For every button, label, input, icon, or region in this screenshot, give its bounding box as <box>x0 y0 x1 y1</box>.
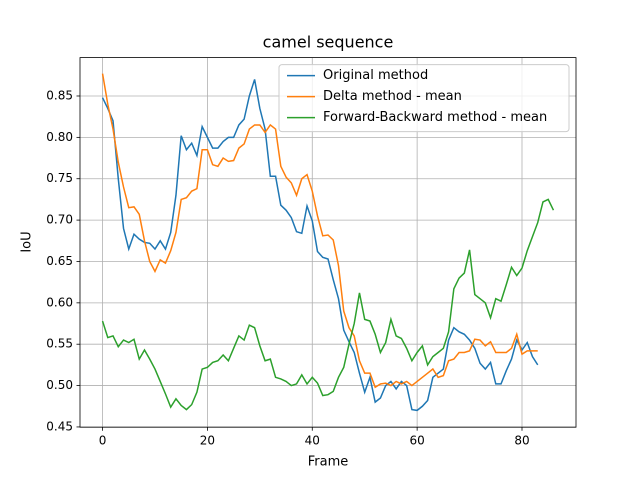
y-axis-label: IoU <box>20 231 35 252</box>
x-tick-label: 40 <box>305 434 320 448</box>
data-line <box>101 73 538 389</box>
legend-box <box>278 64 570 133</box>
y-tick-label: 0.65 <box>46 254 73 268</box>
x-tick-label: 0 <box>99 434 107 448</box>
x-tick-label: 20 <box>200 434 215 448</box>
legend-label: Original method <box>323 68 428 83</box>
y-tick-label: 0.45 <box>46 419 73 433</box>
chart-title: camel sequence <box>263 33 394 52</box>
x-tick-label: 60 <box>409 434 424 448</box>
data-line <box>101 198 555 411</box>
plot-frame <box>79 57 577 428</box>
y-tick-label: 0.60 <box>46 295 73 309</box>
y-tick-label: 0.80 <box>46 130 73 144</box>
data-line <box>101 79 539 412</box>
y-tick-label: 0.70 <box>46 213 73 227</box>
y-tick-label: 0.55 <box>46 337 73 351</box>
x-axis-label: Frame <box>308 455 349 470</box>
y-tick-label: 0.75 <box>46 171 73 185</box>
legend: Original method Delta method - mean Forwar… <box>278 64 570 133</box>
y-tick-label: 0.50 <box>46 378 73 392</box>
legend-label: Delta method - mean <box>323 89 462 104</box>
x-tick-label: 80 <box>514 434 529 448</box>
y-tick-label: 0.85 <box>46 88 73 102</box>
legend-label: Forward-Backward method - mean <box>323 110 547 125</box>
